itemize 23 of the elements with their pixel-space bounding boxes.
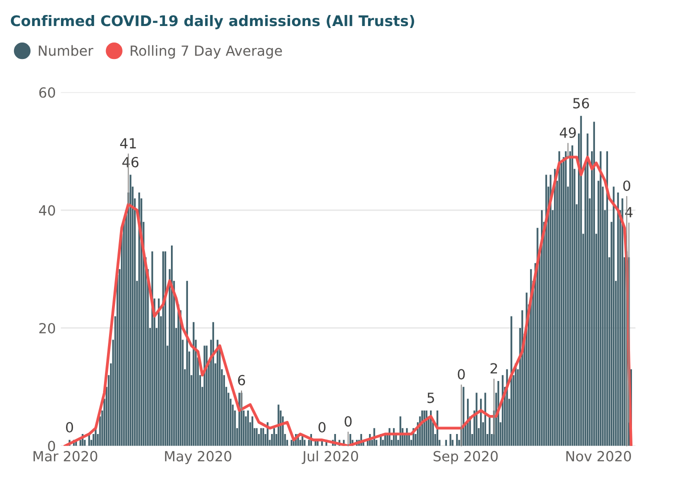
x-tick-label: Sep 2020 [434,450,498,464]
x-tick-label: May 2020 [165,450,232,464]
annotation: 0 [623,180,630,191]
legend-label: Number [38,45,94,56]
annotation: 56 [573,98,589,108]
y-tick-label: 20 [39,322,56,334]
annotation: 5 [428,392,434,404]
annotation: 2 [490,363,497,374]
annotation: 49 [560,127,576,138]
annotation: 0 [318,422,326,433]
y-tick-label: 0 [48,440,56,452]
annotation: 0 [344,416,352,427]
y-tick-label: 40 [38,205,56,216]
x-tick-label: Jul 2020 [302,450,358,464]
annotation: 6 [238,374,246,386]
y-tick-label: 60 [39,87,56,98]
chart-title: Confirmed COVID-19 daily admissions (All Trusts) [10,14,414,30]
annotation: 41 [120,138,136,148]
x-tick-label: Nov 2020 [566,450,631,462]
legend-label: Rolling 7 Day Average [130,45,282,59]
annotation: 0 [458,369,465,380]
annotation: 0 [66,422,74,433]
x-tick-label: Mar 2020 [34,450,98,462]
